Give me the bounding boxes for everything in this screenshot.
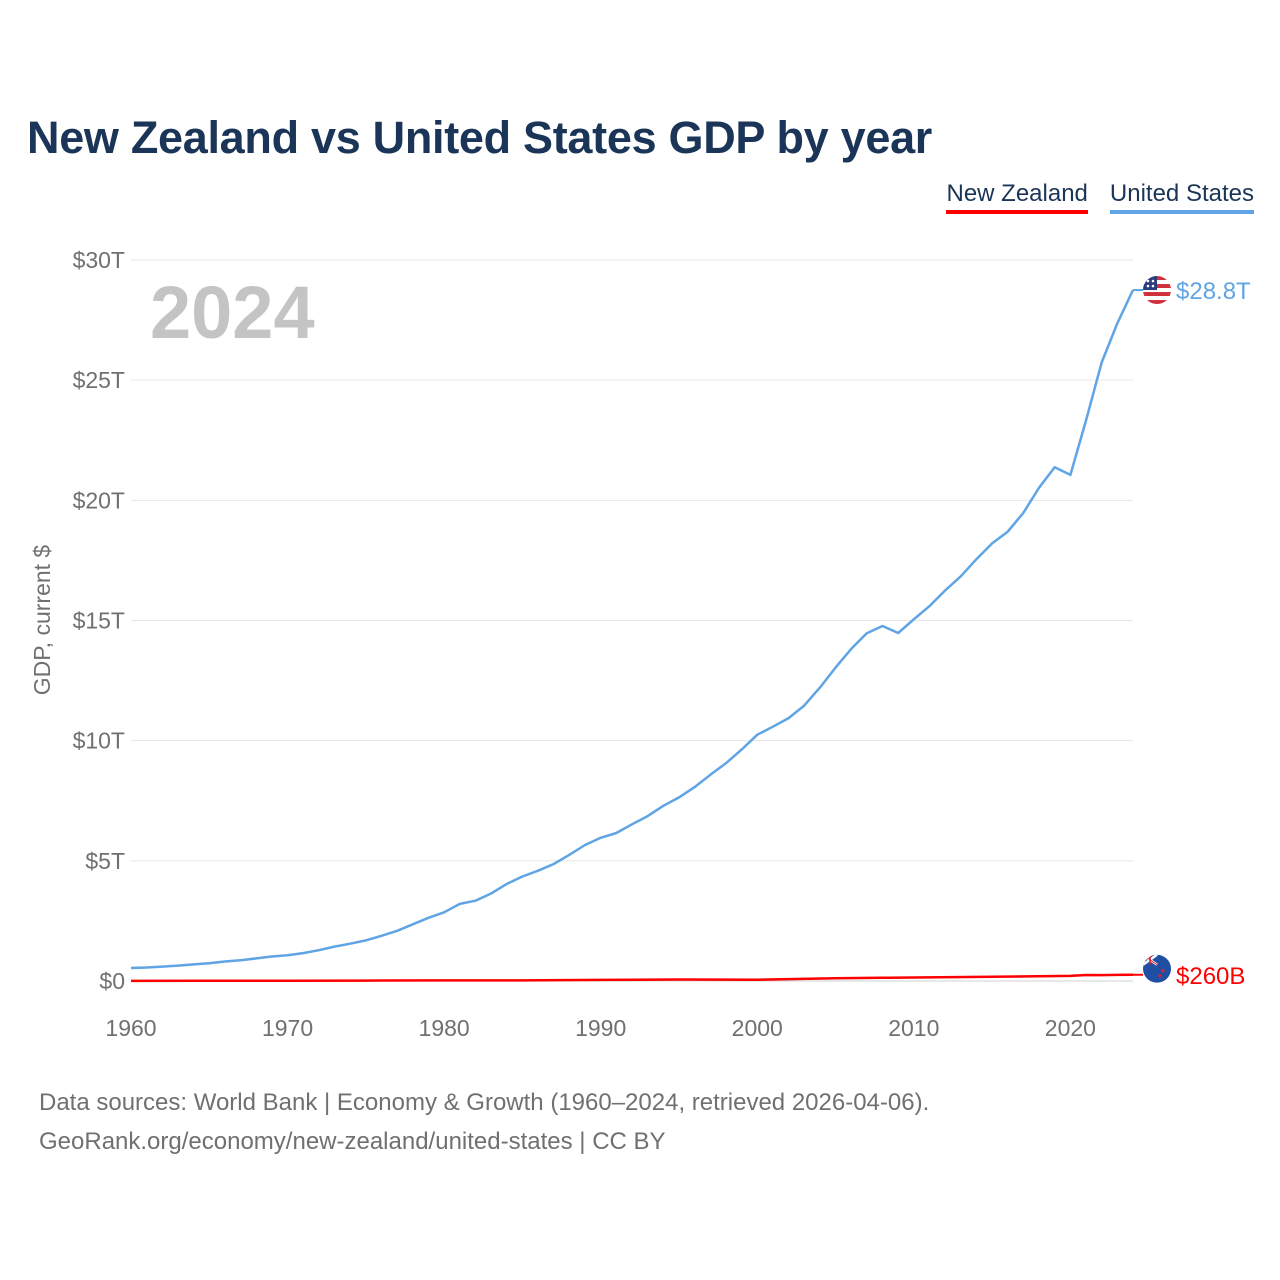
x-tick-label: 2020 bbox=[1045, 1015, 1096, 1041]
end-label-united-states: $28.8T bbox=[1176, 278, 1251, 305]
y-tick-label: $0 bbox=[99, 968, 125, 994]
attribution-link[interactable]: GeoRank.org/economy/new-zealand/united-s… bbox=[39, 1128, 666, 1155]
legend-united-states[interactable]: United States bbox=[1109, 180, 1254, 214]
y-tick-label: $25T bbox=[73, 367, 125, 393]
page-title: New Zealand vs United States GDP by year bbox=[27, 112, 933, 163]
y-tick-label: $10T bbox=[73, 728, 125, 754]
year-watermark: 2024 bbox=[150, 271, 315, 354]
y-tick-label: $30T bbox=[73, 247, 125, 273]
legend-new-zealand[interactable]: New Zealand bbox=[946, 180, 1088, 214]
x-tick-label: 1970 bbox=[262, 1015, 313, 1041]
x-tick-label: 2010 bbox=[888, 1015, 939, 1041]
x-tick-label: 1990 bbox=[575, 1015, 626, 1041]
data-source-note: Data sources: World Bank | Economy & Gro… bbox=[39, 1089, 930, 1116]
series-line-new-zealand bbox=[130, 973, 1134, 983]
gdp-line-chart: 2024 GDP, current $ $0 $5T $10T $15T $20T $25… bbox=[29, 247, 1251, 1041]
y-tick-label: $15T bbox=[73, 608, 125, 634]
end-label-new-zealand: $260B bbox=[1176, 963, 1245, 990]
chart-legend: New Zealand United States bbox=[946, 180, 1254, 214]
us-flag-icon bbox=[1143, 276, 1171, 305]
x-tick-label: 2000 bbox=[732, 1015, 783, 1041]
series-line-united-states bbox=[130, 289, 1135, 970]
nz-flag-icon bbox=[1143, 954, 1171, 983]
y-tick-label: $5T bbox=[85, 848, 125, 874]
x-tick-label: 1980 bbox=[419, 1015, 470, 1041]
x-tick-label: 1960 bbox=[105, 1015, 156, 1041]
y-axis-label: GDP, current $ bbox=[29, 545, 55, 696]
y-tick-label: $20T bbox=[73, 487, 125, 513]
footer: Data sources: World Bank | Economy & Gro… bbox=[39, 1083, 929, 1161]
